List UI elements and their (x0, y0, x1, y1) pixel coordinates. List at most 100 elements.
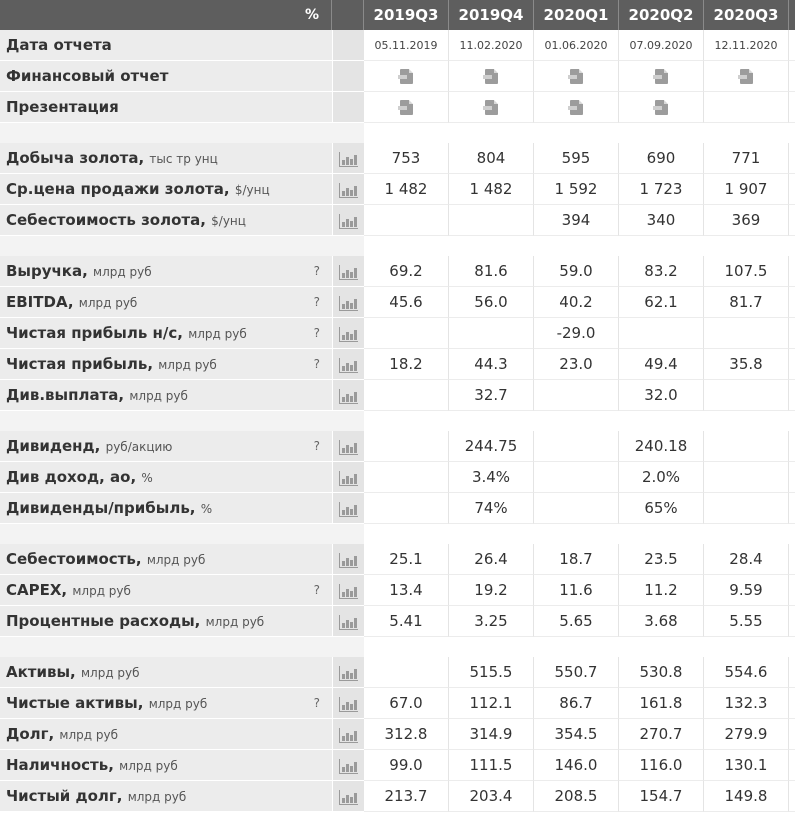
metric-name: CAPEX, (6, 581, 68, 599)
spacer-cell (332, 411, 364, 431)
row-pad (789, 256, 795, 287)
metric-value: 1 482 (364, 174, 449, 205)
document-icon[interactable] (652, 69, 668, 84)
help-mark[interactable]: ? (313, 326, 320, 340)
metric-name: Чистый долг, (6, 787, 123, 805)
metric-label: EBITDA, млрд руб? (0, 287, 332, 318)
bar-chart-icon[interactable] (339, 583, 358, 599)
row-pad (789, 205, 795, 236)
metric-value: 32.0 (619, 380, 704, 411)
document-icon[interactable] (567, 69, 583, 84)
bar-chart-icon[interactable] (339, 182, 358, 198)
bar-chart-icon-bar (342, 190, 345, 196)
metric-unit: млрд руб (127, 790, 187, 804)
row-pad (789, 349, 795, 380)
row-chart-cell (332, 174, 364, 205)
bar-chart-icon[interactable] (339, 326, 358, 342)
bar-chart-icon[interactable] (339, 696, 358, 712)
bar-chart-icon[interactable] (339, 264, 358, 280)
row-chart-cell (332, 657, 364, 688)
metric-name: Ср.цена продажи золота, (6, 180, 230, 198)
document-icon[interactable] (737, 69, 753, 84)
bar-chart-icon[interactable] (339, 727, 358, 743)
metric-value: 2.0% (619, 462, 704, 493)
help-mark[interactable]: ? (313, 357, 320, 371)
document-icon[interactable] (397, 100, 413, 115)
period-header[interactable]: 2020Q3 (704, 0, 789, 30)
metric-name: Себестоимость, (6, 550, 142, 568)
metric-value: 86.7 (534, 688, 619, 719)
help-mark[interactable]: ? (313, 295, 320, 309)
bar-chart-icon[interactable] (339, 357, 358, 373)
metric-value: 45.6 (364, 287, 449, 318)
bar-chart-icon-bar (350, 477, 353, 484)
metric-name: Дивиденд, (6, 437, 101, 455)
bar-chart-icon[interactable] (339, 213, 358, 229)
row-icon-cell (332, 92, 364, 123)
metric-value: 804 (449, 143, 534, 174)
bar-chart-icon[interactable] (339, 758, 358, 774)
metric-value: 771 (704, 143, 789, 174)
metric-row: Добыча золота, тыс тр унц 753 804 595 690 771 (0, 143, 795, 174)
period-header[interactable]: 2019Q4 (449, 0, 534, 30)
metric-value: 35.8 (704, 349, 789, 380)
bar-chart-icon-bar (342, 704, 345, 710)
metric-value: 11.6 (534, 575, 619, 606)
metric-value: 1 482 (449, 174, 534, 205)
bar-chart-icon[interactable] (339, 295, 358, 311)
metric-label: Процентные расходы, млрд руб (0, 606, 332, 637)
row-pad (789, 750, 795, 781)
metric-label: Чистая прибыль, млрд руб? (0, 349, 332, 380)
row-icon-cell (332, 61, 364, 92)
doc-cell (534, 61, 619, 92)
metric-row: Дивиденд, руб/акцию? 244.75 240.18 (0, 431, 795, 462)
metric-label: Дивиденд, руб/акцию? (0, 431, 332, 462)
percent-toggle[interactable]: % (0, 0, 332, 30)
bar-chart-icon[interactable] (339, 789, 358, 805)
help-mark[interactable]: ? (313, 439, 320, 453)
document-icon[interactable] (652, 100, 668, 115)
bar-chart-icon[interactable] (339, 665, 358, 681)
bar-chart-icon-bar (346, 619, 349, 628)
period-header[interactable]: 2019Q3 (364, 0, 449, 30)
metric-value: 32.7 (449, 380, 534, 411)
spacer-cell (534, 123, 619, 143)
bar-chart-icon[interactable] (339, 439, 358, 455)
bar-chart-icon[interactable] (339, 552, 358, 568)
bar-chart-icon-bar (354, 699, 357, 710)
document-icon[interactable] (397, 69, 413, 84)
bar-chart-icon-bar (342, 509, 345, 515)
metric-value: 213.7 (364, 781, 449, 812)
metric-name: Долг, (6, 725, 55, 743)
document-icon[interactable] (482, 69, 498, 84)
bar-chart-icon[interactable] (339, 470, 358, 486)
doc-cell (449, 61, 534, 92)
info-row: Дата отчета 05.11.2019 11.02.2020 01.06.202… (0, 30, 795, 61)
bar-chart-icon[interactable] (339, 501, 358, 517)
help-mark[interactable]: ? (313, 264, 320, 278)
spacer-cell (0, 637, 332, 657)
metric-value: 530.8 (619, 657, 704, 688)
period-header[interactable]: 2020Q1 (534, 0, 619, 30)
bar-chart-icon-bar (346, 444, 349, 453)
row-chart-cell (332, 688, 364, 719)
bar-chart-icon[interactable] (339, 388, 358, 404)
spacer-cell (364, 411, 449, 431)
period-header[interactable]: 2020Q2 (619, 0, 704, 30)
bar-chart-icon-bar (346, 269, 349, 278)
metric-label: Чистая прибыль н/с, млрд руб? (0, 318, 332, 349)
metric-row: Див доход, ао, % 3.4% 2.0% (0, 462, 795, 493)
document-icon[interactable] (567, 100, 583, 115)
spacer-cell (449, 123, 534, 143)
metric-value: 18.2 (364, 349, 449, 380)
document-icon[interactable] (482, 100, 498, 115)
metric-unit: млрд руб (119, 759, 178, 773)
metric-label: Чистый долг, млрд руб (0, 781, 332, 812)
help-mark[interactable]: ? (313, 583, 320, 597)
row-label: Финансовый отчет (0, 61, 332, 92)
bar-chart-icon[interactable] (339, 151, 358, 167)
metric-value: 146.0 (534, 750, 619, 781)
help-mark[interactable]: ? (313, 696, 320, 710)
bar-chart-icon[interactable] (339, 614, 358, 630)
